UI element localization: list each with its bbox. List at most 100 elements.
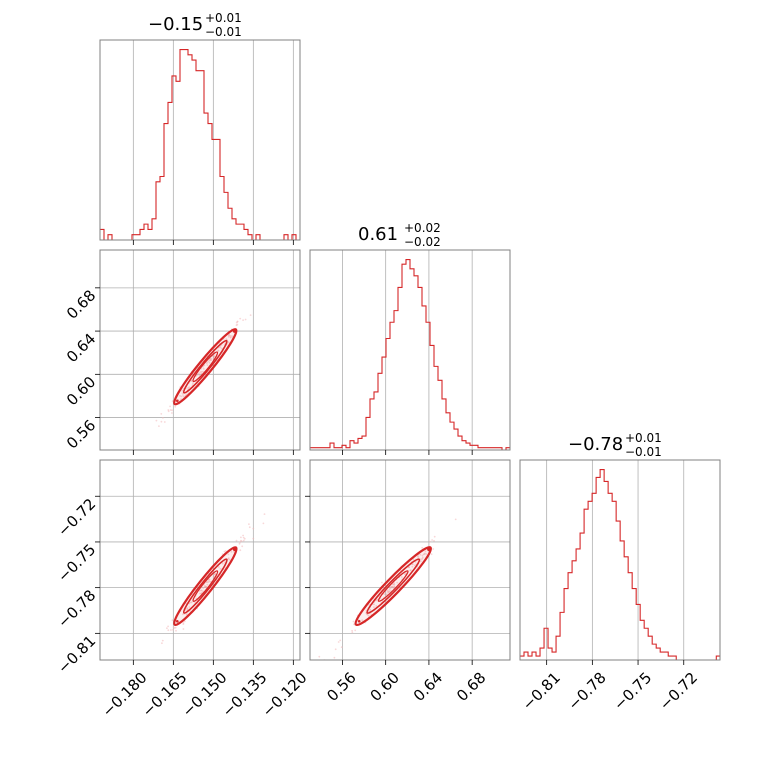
sample-point [454,518,457,521]
panel-frame-1 [99,459,301,661]
ytick-label-1-1: 0.60 [63,373,99,409]
sample-point [230,551,233,553]
sample-point [182,613,184,616]
sample-point [248,526,251,529]
sample-point [421,556,424,559]
sample-point [352,620,355,623]
sample-point [431,539,433,541]
sample-point [243,537,246,540]
sample-point [419,553,422,556]
sample-point [167,625,170,628]
sample-point [208,361,211,364]
sample-point [249,314,252,316]
sample-point [373,606,375,609]
diag-frame-2 [519,459,721,661]
sample-point [202,366,204,368]
ytick-label-1-3: 0.68 [63,286,99,322]
sample-point [205,585,208,588]
sample-point [198,374,201,377]
sample-point [240,536,242,539]
sample-point [340,646,343,649]
sample-point [420,558,422,561]
diag-title-minus-2: −0.01 [625,445,662,459]
sample-point [224,550,227,552]
panel-2-contour-0 [354,546,433,627]
sample-point [244,318,247,321]
panel-0-contour-1 [182,339,228,394]
xtick-label-2-0: −0.81 [519,669,564,714]
sample-point [172,626,175,629]
sample-point [417,556,420,558]
xtick-label-1-2: 0.64 [410,669,446,705]
sample-point [337,641,340,643]
sample-point [170,629,172,631]
ytick-label-2-2: −0.75 [54,541,99,586]
sample-point [366,613,369,616]
sample-point [421,554,424,557]
sample-point [227,341,230,343]
ytick-label-2-1: −0.78 [54,586,99,631]
sample-point [182,395,185,398]
sample-point [171,619,174,621]
sample-point [421,557,424,560]
sample-point [200,371,203,373]
xtick-label-0-4: −0.120 [259,669,311,721]
diag-title-plus-0: +0.01 [205,11,242,25]
ytick-label-2-0: −0.81 [54,632,99,677]
sample-point [143,661,145,663]
sample-point [369,608,371,611]
sample-point [130,672,132,674]
sample-point [180,398,182,401]
sample-point [161,639,164,642]
sample-point [202,368,205,370]
sample-point [263,513,266,515]
sample-point [166,627,168,630]
xtick-label-1-1: 0.60 [367,669,403,705]
sample-point [252,527,255,530]
sample-point [217,350,220,352]
sample-point [262,522,265,525]
sample-point [361,619,364,622]
sample-point [421,546,424,549]
sample-point [192,382,194,385]
sample-point [198,372,200,375]
xtick-label-1-3: 0.68 [453,669,489,705]
diag-frame-0 [99,39,301,241]
ytick-label-1-2: 0.64 [63,330,99,366]
text-layer: −0.15 +0.01−0.010.61 +0.02−0.02−0.78 +0.01−… [54,11,701,721]
sample-point [203,364,206,367]
sample-point [199,592,201,595]
sample-point [182,628,185,630]
sample-point [223,561,226,563]
sample-point [235,324,238,327]
panel-2-contour-2 [377,570,409,602]
sample-point [433,539,435,542]
histogram-1 [310,258,510,451]
grid-layer [100,40,685,660]
sample-point [213,356,216,358]
sample-point [239,317,242,320]
sample-point [171,400,174,403]
sample-point [400,576,403,578]
sample-point [381,581,383,584]
sample-point [207,581,210,584]
sample-point [375,605,378,607]
sample-point [229,334,232,337]
panel-0-contour-0 [173,328,238,406]
data-layer [100,48,721,674]
panel-2-outlier [427,547,431,552]
diag-title-1: 0.61 [358,224,398,245]
sample-point [183,620,186,623]
panel-1-contour-2 [192,570,219,602]
sample-point [240,539,242,542]
sample-point [160,420,163,423]
sample-point [389,587,392,590]
sample-point [404,573,407,575]
panel-frame-2 [309,459,511,661]
sample-point [432,548,435,550]
histogram-0 [100,48,300,241]
sample-point [155,419,158,422]
diag-title-minus-1: −0.02 [404,235,441,249]
panel-1-samples [130,513,266,674]
